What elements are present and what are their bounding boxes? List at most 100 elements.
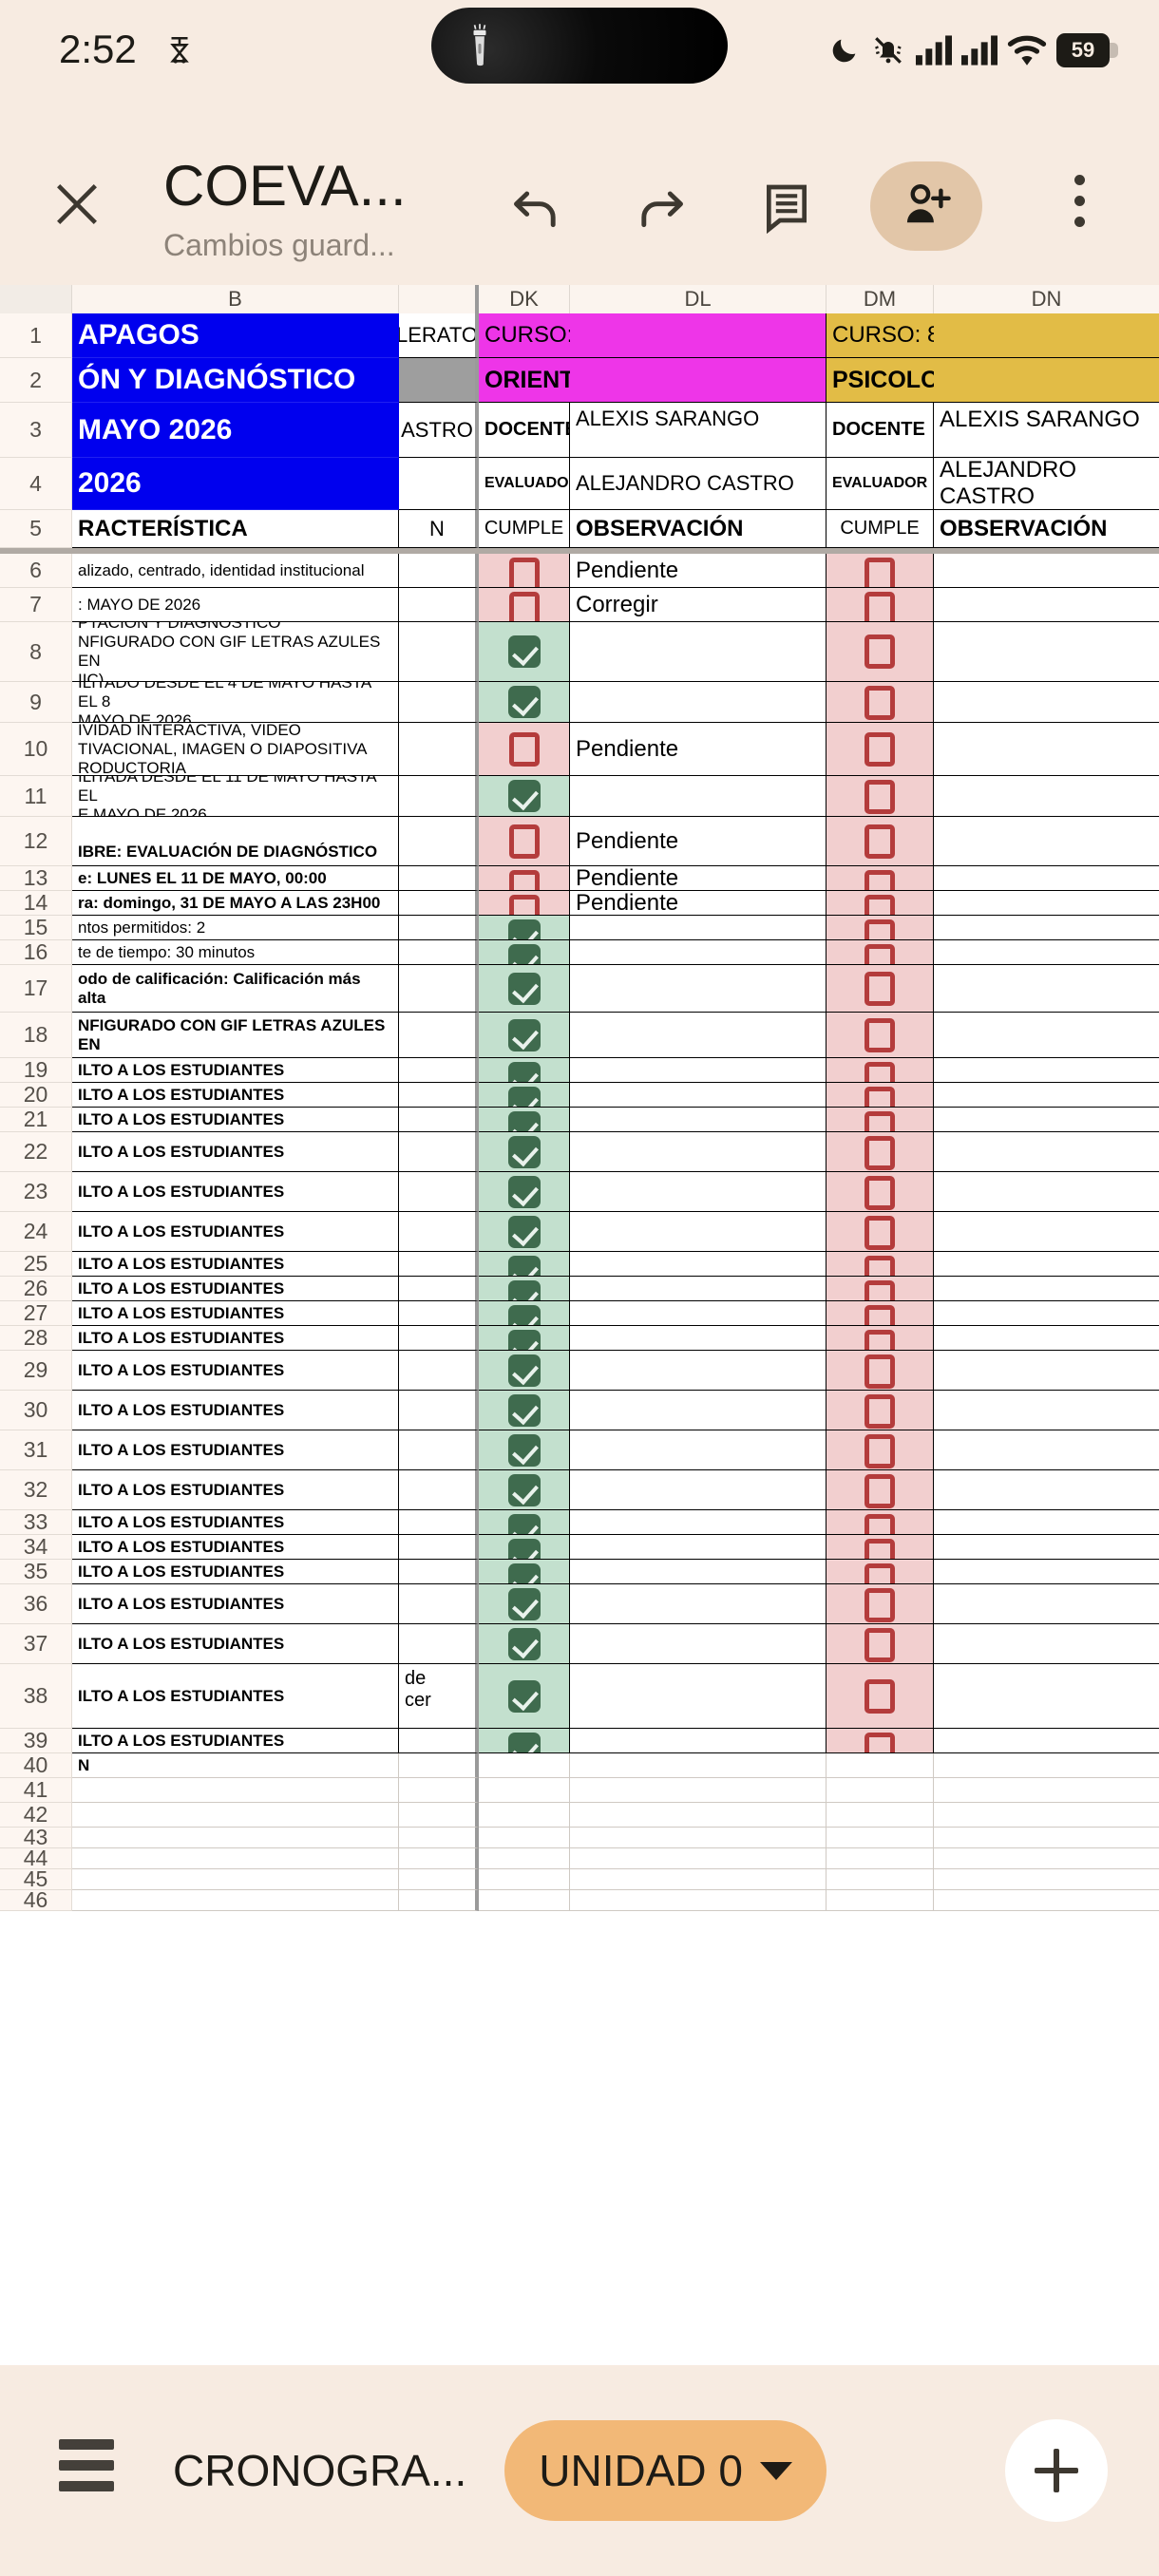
cell-DN[interactable] (934, 1664, 1159, 1729)
row-number[interactable]: 36 (0, 1584, 72, 1624)
cell-DN[interactable] (934, 1778, 1159, 1803)
checkbox-checked[interactable] (507, 1216, 541, 1248)
cell-DM[interactable] (826, 891, 934, 916)
cell-hidden-col[interactable]: de cer (399, 1664, 479, 1729)
cell-hidden-col[interactable]: N (399, 510, 479, 548)
cell-DM[interactable] (826, 1058, 934, 1083)
cell-DN[interactable] (934, 866, 1159, 891)
cell-hidden-col[interactable] (399, 588, 479, 622)
sheet-list-icon[interactable] (59, 2439, 114, 2502)
cell-DM[interactable] (826, 1753, 934, 1778)
table-row[interactable]: 20 ILTO A LOS ESTUDIANTES (0, 1083, 1159, 1108)
cell-DN[interactable] (934, 1058, 1159, 1083)
table-row[interactable]: 30 ILTO A LOS ESTUDIANTES (0, 1391, 1159, 1430)
checkbox-unchecked[interactable] (508, 870, 540, 890)
undo-icon[interactable] (509, 180, 562, 234)
cell-hidden-col[interactable] (399, 1326, 479, 1351)
redo-icon[interactable] (635, 180, 688, 234)
cell-DK[interactable]: EVALUADOR (479, 458, 570, 510)
row-number[interactable]: 16 (0, 940, 72, 965)
cell-B[interactable]: ILTO A LOS ESTUDIANTES (72, 1277, 399, 1301)
checkbox-unchecked[interactable] (864, 558, 895, 587)
cell-DM[interactable]: PSICOLOGÍA (826, 358, 981, 403)
row-number[interactable]: 26 (0, 1277, 72, 1301)
cell-B[interactable]: ILTO A LOS ESTUDIANTES (72, 1058, 399, 1083)
cell-DN[interactable] (934, 1869, 1159, 1890)
cell-DN[interactable] (934, 313, 1159, 358)
checkbox-checked[interactable] (507, 1733, 541, 1752)
cell-DK[interactable] (479, 1172, 570, 1212)
cell-DL[interactable] (570, 1624, 826, 1664)
cell-DM[interactable] (826, 1430, 934, 1470)
cell-DM[interactable]: CURSO: 8VO 9NO Y 10MO (826, 313, 1115, 358)
checkbox-unchecked[interactable] (864, 1216, 895, 1250)
checkbox-unchecked[interactable] (864, 1394, 895, 1429)
checkbox-checked[interactable] (507, 1588, 541, 1620)
cell-DK[interactable] (479, 1132, 570, 1172)
cell-hidden-col[interactable] (399, 1013, 479, 1058)
cell-DN[interactable] (934, 1753, 1159, 1778)
row-number[interactable]: 38 (0, 1664, 72, 1729)
cell-B[interactable]: : MAYO DE 2026 (72, 588, 399, 622)
cell-DK[interactable] (479, 1391, 570, 1430)
cell-DL[interactable] (570, 1351, 826, 1391)
checkbox-unchecked[interactable] (864, 1354, 895, 1389)
cell-DL[interactable] (570, 1729, 826, 1753)
cell-DK[interactable] (479, 940, 570, 965)
cell-DK[interactable] (479, 682, 570, 723)
cell-B[interactable]: ILTO A LOS ESTUDIANTES (72, 1301, 399, 1326)
cell-DN[interactable] (934, 776, 1159, 817)
checkbox-checked[interactable] (507, 1305, 541, 1325)
table-row[interactable]: 3 MAYO 2026 ASTRO DOCENTE ALEXIS SARANGO DOCE… (0, 403, 1159, 458)
row-number[interactable]: 20 (0, 1083, 72, 1108)
cell-DK[interactable] (479, 965, 570, 1013)
cell-DN[interactable] (934, 891, 1159, 916)
cell-hidden-col[interactable] (399, 916, 479, 940)
table-row[interactable]: 41 (0, 1778, 1159, 1803)
cell-B[interactable] (72, 1828, 399, 1848)
cell-DK[interactable] (479, 1624, 570, 1664)
cell-hidden-col[interactable]: ASTRO (399, 403, 479, 458)
cell-DK[interactable] (479, 1252, 570, 1277)
checkbox-unchecked[interactable] (508, 731, 540, 767)
row-number[interactable]: 10 (0, 723, 72, 776)
cell-B[interactable]: e: LUNES EL 11 DE MAYO, 00:00 (72, 866, 399, 891)
cell-hidden-col[interactable]: LERATO (399, 313, 479, 358)
cell-DN[interactable] (934, 1890, 1159, 1911)
cell-DN[interactable] (934, 1013, 1159, 1058)
checkbox-unchecked[interactable] (864, 1588, 895, 1622)
row-number[interactable]: 4 (0, 458, 72, 510)
cell-DN[interactable] (934, 1430, 1159, 1470)
cell-DL[interactable] (570, 1132, 826, 1172)
cell-DM[interactable] (826, 1535, 934, 1560)
cell-DN[interactable] (934, 1083, 1159, 1108)
cell-hidden-col[interactable] (399, 1252, 479, 1277)
cell-B[interactable]: ÓN Y DIAGNÓSTICO (72, 358, 399, 403)
cell-DN[interactable] (934, 817, 1159, 866)
row-number[interactable]: 1 (0, 313, 72, 358)
cell-DN[interactable] (934, 1828, 1159, 1848)
cell-B[interactable]: MER TRIMESTRENFIGURADO CON GIF LETRAS AZ… (72, 1013, 399, 1058)
checkbox-checked[interactable] (507, 1563, 541, 1583)
cell-B[interactable]: ILITADO DESDE EL 4 DE MAYO HASTA EL 8 MAY… (72, 682, 399, 723)
row-number[interactable]: 42 (0, 1803, 72, 1828)
cell-hidden-col[interactable] (399, 1430, 479, 1470)
cell-B[interactable] (72, 1869, 399, 1890)
checkbox-unchecked[interactable] (508, 558, 540, 587)
cell-hidden-col[interactable] (399, 1470, 479, 1510)
cell-DL[interactable] (570, 1828, 826, 1848)
sheet-tab-cronograma[interactable]: CRONOGRA... (173, 2446, 467, 2495)
cell-DM[interactable] (826, 1664, 934, 1729)
cell-DL[interactable]: Pendiente (570, 817, 826, 866)
cell-DL[interactable] (570, 1869, 826, 1890)
checkbox-unchecked[interactable] (864, 1474, 895, 1508)
cell-DN[interactable] (934, 1560, 1159, 1584)
checkbox-unchecked[interactable] (864, 1256, 895, 1276)
cell-hidden-col[interactable] (399, 554, 479, 588)
cell-B[interactable]: ILTO A LOS ESTUDIANTES (72, 1664, 399, 1729)
checkbox-checked[interactable] (507, 1679, 541, 1713)
cell-DL[interactable] (570, 1430, 826, 1470)
column-header-hidden[interactable] (399, 285, 479, 313)
cell-hidden-col[interactable] (399, 817, 479, 866)
cell-DM[interactable] (826, 1869, 934, 1890)
